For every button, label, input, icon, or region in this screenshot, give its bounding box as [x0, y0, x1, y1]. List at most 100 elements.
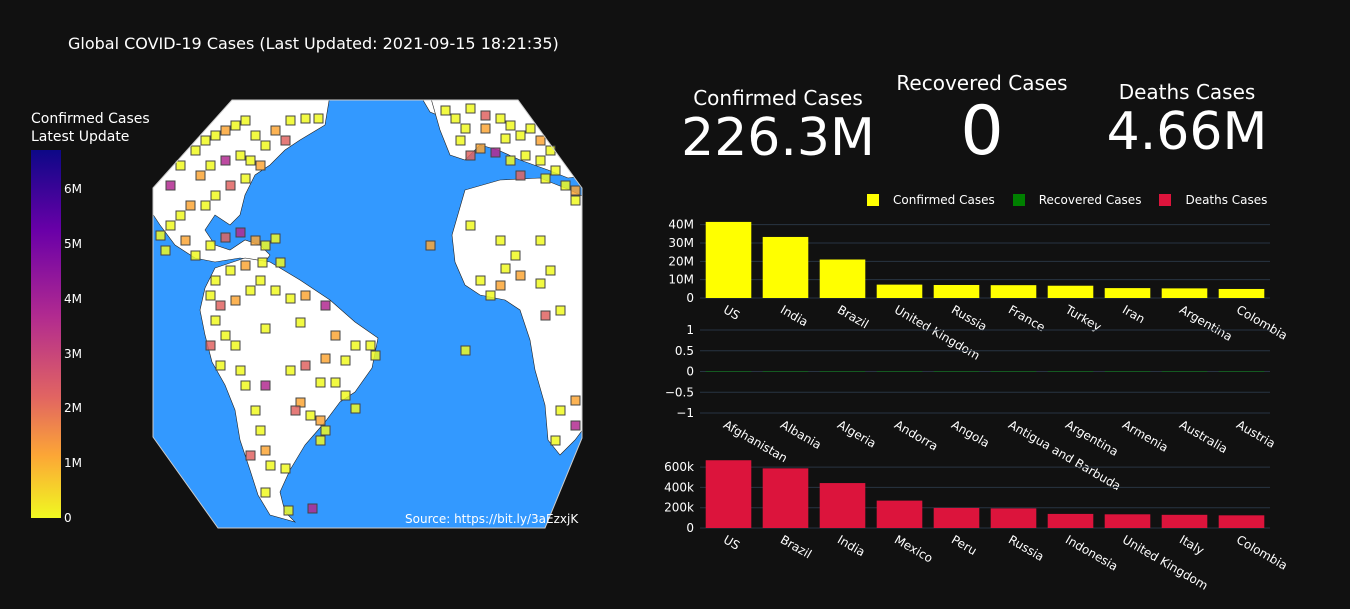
- map-marker[interactable]: [495, 235, 506, 246]
- map-marker[interactable]: [250, 405, 261, 416]
- map-marker[interactable]: [475, 275, 486, 286]
- map-marker[interactable]: [210, 130, 221, 141]
- map-marker[interactable]: [460, 345, 471, 356]
- map-marker[interactable]: [260, 140, 271, 151]
- map-marker[interactable]: [205, 340, 216, 351]
- map-marker[interactable]: [155, 230, 166, 241]
- map-marker[interactable]: [235, 227, 246, 238]
- map-marker[interactable]: [570, 395, 581, 406]
- map-marker[interactable]: [315, 435, 326, 446]
- map-marker[interactable]: [365, 340, 376, 351]
- map-marker[interactable]: [160, 245, 171, 256]
- map-marker[interactable]: [495, 280, 506, 291]
- map-marker[interactable]: [570, 195, 581, 206]
- map-marker[interactable]: [260, 323, 271, 334]
- map-marker[interactable]: [570, 420, 581, 431]
- map-marker[interactable]: [295, 317, 306, 328]
- map-marker[interactable]: [440, 105, 451, 116]
- map-marker[interactable]: [290, 405, 301, 416]
- map-marker[interactable]: [315, 377, 326, 388]
- map-marker[interactable]: [275, 257, 286, 268]
- map-marker[interactable]: [215, 300, 226, 311]
- map-marker[interactable]: [220, 125, 231, 136]
- map-marker[interactable]: [307, 503, 318, 514]
- map-marker[interactable]: [200, 135, 211, 146]
- map-marker[interactable]: [545, 265, 556, 276]
- map-marker[interactable]: [165, 220, 176, 231]
- map-marker[interactable]: [300, 360, 311, 371]
- map-marker[interactable]: [500, 263, 511, 274]
- map-marker[interactable]: [550, 165, 561, 176]
- map-marker[interactable]: [190, 250, 201, 261]
- map-marker[interactable]: [300, 290, 311, 301]
- map-marker[interactable]: [425, 240, 436, 251]
- map-marker[interactable]: [260, 240, 271, 251]
- map-marker[interactable]: [350, 403, 361, 414]
- map-marker[interactable]: [315, 415, 326, 426]
- map-marker[interactable]: [205, 240, 216, 251]
- map-marker[interactable]: [210, 315, 221, 326]
- map-marker[interactable]: [210, 275, 221, 286]
- map-marker[interactable]: [260, 380, 271, 391]
- map-marker[interactable]: [500, 133, 511, 144]
- map-marker[interactable]: [270, 125, 281, 136]
- map-marker[interactable]: [515, 170, 526, 181]
- map-marker[interactable]: [240, 380, 251, 391]
- map-marker[interactable]: [520, 150, 531, 161]
- map-marker[interactable]: [240, 115, 251, 126]
- map-marker[interactable]: [300, 113, 311, 124]
- map-marker[interactable]: [560, 180, 571, 191]
- map-marker[interactable]: [175, 160, 186, 171]
- map-marker[interactable]: [165, 180, 176, 191]
- map-marker[interactable]: [195, 170, 206, 181]
- map-marker[interactable]: [220, 155, 231, 166]
- map-marker[interactable]: [535, 135, 546, 146]
- map-marker[interactable]: [185, 200, 196, 211]
- map-marker[interactable]: [340, 355, 351, 366]
- map-marker[interactable]: [555, 305, 566, 316]
- map-marker[interactable]: [283, 505, 294, 516]
- map-marker[interactable]: [535, 235, 546, 246]
- map-marker[interactable]: [505, 155, 516, 166]
- map-marker[interactable]: [285, 115, 296, 126]
- map-marker[interactable]: [535, 278, 546, 289]
- map-marker[interactable]: [320, 425, 331, 436]
- map-marker[interactable]: [250, 130, 261, 141]
- map-marker[interactable]: [245, 450, 256, 461]
- map-marker[interactable]: [190, 145, 201, 156]
- map-marker[interactable]: [330, 330, 341, 341]
- map-marker[interactable]: [480, 123, 491, 134]
- map-marker[interactable]: [210, 190, 221, 201]
- map-marker[interactable]: [235, 150, 246, 161]
- map-marker[interactable]: [465, 150, 476, 161]
- legend-item-deaths[interactable]: Deaths Cases: [1159, 193, 1267, 207]
- map-marker[interactable]: [225, 265, 236, 276]
- map-marker[interactable]: [205, 160, 216, 171]
- map-marker[interactable]: [255, 160, 266, 171]
- map-marker[interactable]: [230, 295, 241, 306]
- map-marker[interactable]: [313, 113, 324, 124]
- map-marker[interactable]: [270, 285, 281, 296]
- map-marker[interactable]: [330, 377, 341, 388]
- map-marker[interactable]: [495, 113, 506, 124]
- map-marker[interactable]: [465, 103, 476, 114]
- map-marker[interactable]: [220, 232, 231, 243]
- map-marker[interactable]: [230, 120, 241, 131]
- map-marker[interactable]: [280, 135, 291, 146]
- map-marker[interactable]: [480, 110, 491, 121]
- map-marker[interactable]: [555, 405, 566, 416]
- map-marker[interactable]: [260, 487, 271, 498]
- map-marker[interactable]: [540, 310, 551, 321]
- map-marker[interactable]: [535, 155, 546, 166]
- map-marker[interactable]: [215, 360, 226, 371]
- map-marker[interactable]: [257, 257, 268, 268]
- map-marker[interactable]: [235, 365, 246, 376]
- map-marker[interactable]: [175, 210, 186, 221]
- map-marker[interactable]: [270, 233, 281, 244]
- map-marker[interactable]: [240, 260, 251, 271]
- map-marker[interactable]: [505, 120, 516, 131]
- map-marker[interactable]: [260, 445, 271, 456]
- map-marker[interactable]: [545, 145, 556, 156]
- legend-item-recovered[interactable]: Recovered Cases: [1012, 193, 1141, 207]
- map-marker[interactable]: [225, 180, 236, 191]
